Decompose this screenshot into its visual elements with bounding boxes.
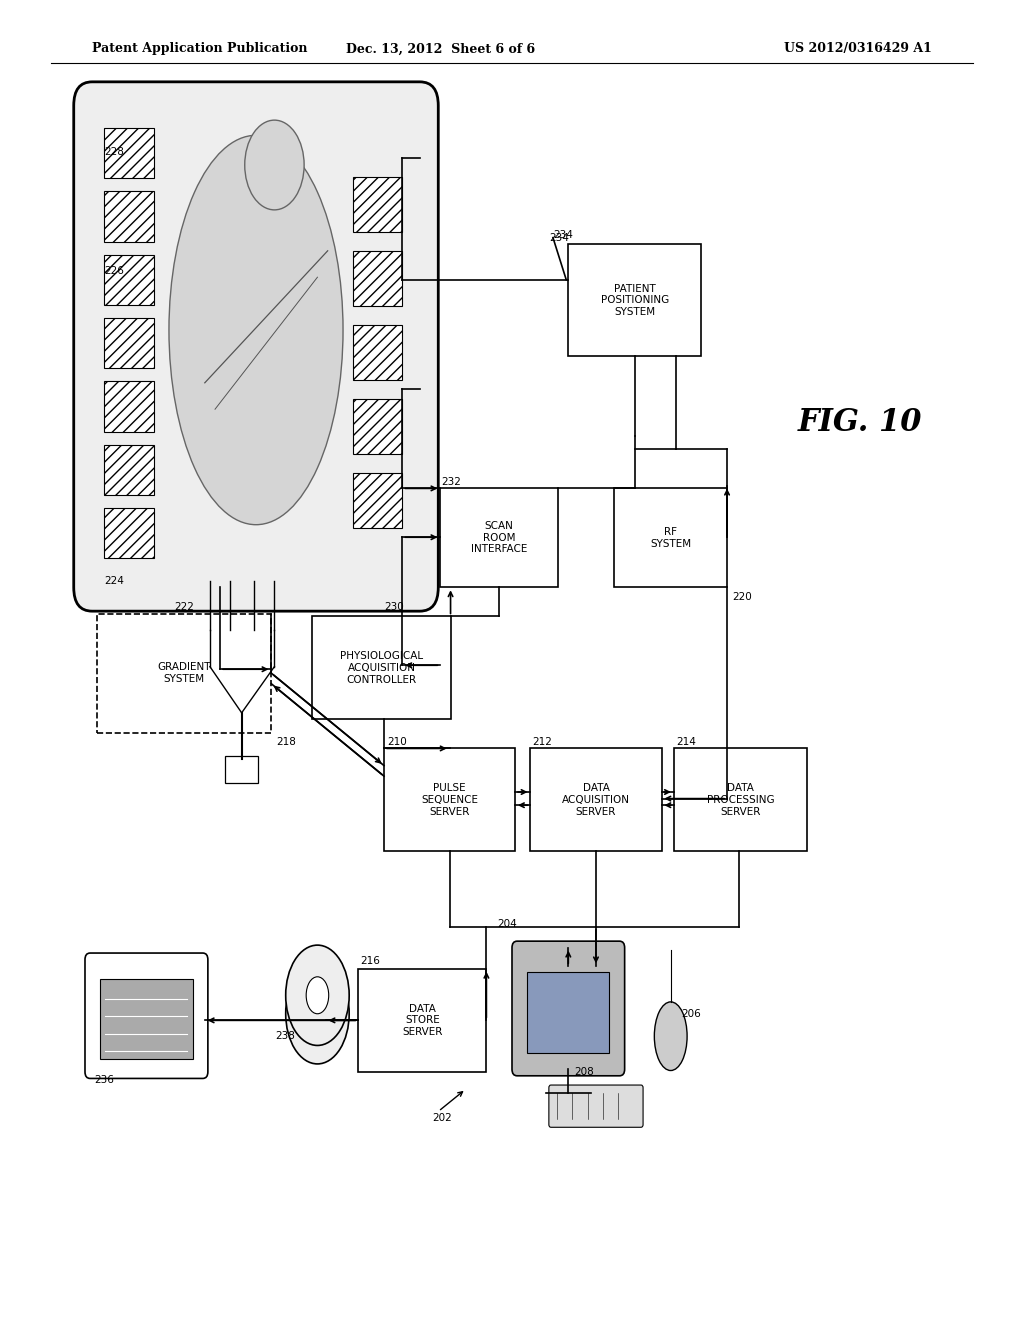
- FancyBboxPatch shape: [674, 748, 807, 851]
- FancyBboxPatch shape: [440, 488, 558, 587]
- Text: 218: 218: [276, 737, 296, 747]
- Text: 214: 214: [676, 737, 695, 747]
- Text: 208: 208: [573, 1067, 594, 1077]
- Text: 206: 206: [681, 1008, 700, 1019]
- Text: DATA
STORE
SERVER: DATA STORE SERVER: [402, 1003, 442, 1038]
- Text: Patent Application Publication: Patent Application Publication: [92, 42, 307, 55]
- Text: 202: 202: [432, 1113, 453, 1123]
- Bar: [104, 255, 154, 305]
- Text: 212: 212: [532, 737, 552, 747]
- Text: US 2012/0316429 A1: US 2012/0316429 A1: [784, 42, 932, 55]
- Ellipse shape: [245, 120, 304, 210]
- Text: 234: 234: [553, 230, 572, 240]
- Text: SCAN
ROOM
INTERFACE: SCAN ROOM INTERFACE: [471, 521, 527, 554]
- Text: RF
SYSTEM: RF SYSTEM: [650, 527, 691, 549]
- FancyBboxPatch shape: [614, 488, 727, 587]
- Text: 204: 204: [498, 919, 517, 929]
- Ellipse shape: [169, 135, 343, 525]
- FancyBboxPatch shape: [97, 614, 271, 733]
- Text: Dec. 13, 2012  Sheet 6 of 6: Dec. 13, 2012 Sheet 6 of 6: [346, 42, 535, 55]
- Ellipse shape: [654, 1002, 687, 1071]
- Bar: [104, 128, 154, 178]
- Text: 230: 230: [384, 602, 403, 612]
- Bar: [104, 381, 154, 432]
- Bar: [104, 318, 154, 368]
- Text: 232: 232: [441, 477, 461, 487]
- Ellipse shape: [306, 977, 329, 1014]
- Text: 210: 210: [387, 737, 407, 747]
- FancyBboxPatch shape: [530, 748, 662, 851]
- FancyBboxPatch shape: [100, 979, 193, 1059]
- Bar: [104, 445, 154, 495]
- Bar: [353, 177, 402, 232]
- Text: 236: 236: [94, 1074, 114, 1085]
- Bar: [353, 473, 402, 528]
- Text: 222: 222: [174, 602, 194, 612]
- Bar: [104, 508, 154, 558]
- Text: PHYSIOLOGICAL
ACQUISITION
CONTROLLER: PHYSIOLOGICAL ACQUISITION CONTROLLER: [340, 651, 423, 685]
- Ellipse shape: [286, 964, 349, 1064]
- FancyBboxPatch shape: [512, 941, 625, 1076]
- Text: 228: 228: [104, 147, 124, 157]
- Text: 238: 238: [275, 1031, 295, 1041]
- FancyBboxPatch shape: [85, 953, 208, 1078]
- FancyBboxPatch shape: [312, 616, 451, 719]
- FancyBboxPatch shape: [568, 244, 701, 356]
- Bar: [353, 325, 402, 380]
- FancyBboxPatch shape: [527, 972, 609, 1053]
- Text: 216: 216: [360, 956, 380, 966]
- FancyBboxPatch shape: [358, 969, 486, 1072]
- Text: DATA
ACQUISITION
SERVER: DATA ACQUISITION SERVER: [562, 783, 630, 817]
- Text: 226: 226: [104, 265, 124, 276]
- Text: PATIENT
POSITIONING
SYSTEM: PATIENT POSITIONING SYSTEM: [601, 284, 669, 317]
- Ellipse shape: [286, 945, 349, 1045]
- Bar: [104, 191, 154, 242]
- Text: GRADIENT
SYSTEM: GRADIENT SYSTEM: [158, 663, 211, 684]
- Bar: [225, 756, 258, 783]
- Text: FIG. 10: FIG. 10: [798, 407, 923, 438]
- Bar: [353, 251, 402, 306]
- Bar: [353, 399, 402, 454]
- Text: 234: 234: [550, 232, 569, 243]
- Text: PULSE
SEQUENCE
SERVER: PULSE SEQUENCE SERVER: [421, 783, 478, 817]
- Text: 220: 220: [732, 591, 752, 602]
- Text: 224: 224: [104, 576, 124, 586]
- FancyBboxPatch shape: [384, 748, 515, 851]
- Text: DATA
PROCESSING
SERVER: DATA PROCESSING SERVER: [707, 783, 774, 817]
- FancyBboxPatch shape: [74, 82, 438, 611]
- FancyBboxPatch shape: [549, 1085, 643, 1127]
